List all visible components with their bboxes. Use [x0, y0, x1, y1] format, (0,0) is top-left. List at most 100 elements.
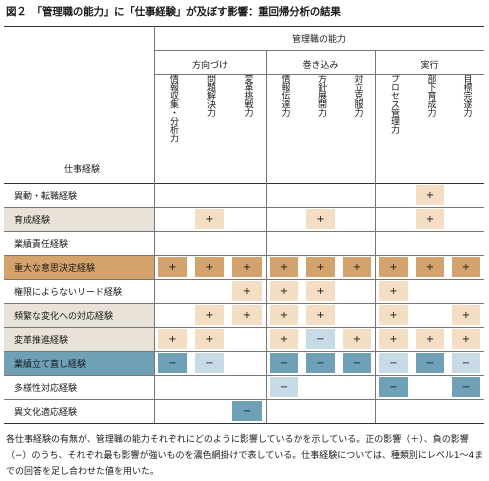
row-label-cell	[4, 303, 154, 327]
value-cell: +	[379, 305, 408, 325]
value-cell	[270, 209, 298, 229]
grid-line	[4, 279, 484, 280]
group-involvement: 巻き込み	[302, 61, 339, 71]
value-cell: +	[232, 257, 262, 277]
grid-line	[154, 74, 484, 75]
value-cell: +	[195, 329, 224, 349]
value-cell: −	[452, 377, 480, 397]
column-label: 情報伝達力	[279, 74, 290, 117]
value-cell	[379, 233, 408, 253]
value-cell	[416, 281, 444, 301]
value-cell	[343, 185, 371, 205]
row-label: 頻繁な変化への対応経験	[14, 311, 114, 322]
value-cell: −	[416, 353, 444, 373]
value-cell: +	[270, 281, 298, 301]
value-cell	[343, 209, 371, 229]
column-label: プロセス管理力	[389, 74, 399, 134]
grid-line	[4, 327, 484, 328]
value-cell: +	[343, 257, 371, 277]
value-cell: +	[452, 329, 480, 349]
row-label: 変革推進経験	[14, 335, 69, 346]
value-cell: −	[232, 401, 262, 421]
row-label: 重大な意思決定経験	[14, 263, 96, 274]
value-cell	[452, 401, 480, 421]
value-cell	[232, 209, 262, 229]
value-cell	[158, 281, 187, 301]
value-cell: +	[158, 257, 187, 277]
value-cell: +	[416, 257, 444, 277]
value-cell	[158, 209, 187, 229]
value-cell: +	[306, 305, 335, 325]
value-cell: −	[343, 353, 371, 373]
table-bottom-border	[4, 423, 484, 424]
value-cell: −	[158, 353, 187, 373]
value-cell	[343, 401, 371, 421]
value-cell	[195, 377, 224, 397]
value-cell: +	[270, 305, 298, 325]
column-label: 目標完遂力	[461, 74, 472, 117]
value-cell: +	[306, 281, 335, 301]
value-cell: −	[195, 353, 224, 373]
column-label: 変革挑戦力	[242, 74, 253, 117]
results-table: 管理職の能力 方向づけ 巻き込み 実行 情報収集・分析力 問題解決力 変革挑戦力 情報…	[4, 26, 484, 424]
value-cell	[343, 377, 371, 397]
value-cell	[452, 233, 480, 253]
row-label-cell	[4, 375, 154, 399]
value-cell	[158, 185, 187, 205]
value-cell	[232, 329, 262, 349]
value-cell	[306, 185, 335, 205]
value-cell	[195, 185, 224, 205]
value-cell	[379, 185, 408, 205]
grid-line	[4, 399, 484, 400]
group-execution: 実行	[420, 61, 439, 71]
value-cell	[416, 233, 444, 253]
value-cell	[232, 377, 262, 397]
value-cell	[343, 281, 371, 301]
row-label: 異動・転職経験	[14, 191, 78, 202]
value-cell: +	[195, 209, 224, 229]
grid-line	[4, 351, 484, 352]
row-label: 異文化適応経験	[14, 407, 78, 418]
column-label: 方針展開力	[316, 74, 326, 117]
value-cell: +	[452, 257, 480, 277]
value-cell: +	[158, 329, 187, 349]
value-cell	[270, 233, 298, 253]
value-cell	[452, 209, 480, 229]
value-cell	[270, 401, 298, 421]
value-cell: +	[416, 185, 444, 205]
value-cell: +	[306, 209, 335, 229]
table-top-border	[4, 26, 484, 27]
value-cell: +	[195, 257, 224, 277]
value-cell: +	[306, 257, 335, 277]
value-cell	[195, 401, 224, 421]
grid-line	[4, 255, 484, 256]
value-cell	[416, 377, 444, 397]
grid-line	[375, 50, 376, 423]
value-cell: −	[452, 353, 480, 373]
value-cell	[343, 305, 371, 325]
row-label-cell	[4, 255, 154, 279]
header-left-area	[4, 26, 154, 183]
value-cell	[158, 305, 187, 325]
value-cell	[416, 305, 444, 325]
grid-line	[154, 50, 484, 51]
column-label: 対立克服力	[352, 74, 363, 117]
value-cell: +	[232, 281, 262, 301]
value-cell: +	[416, 209, 444, 229]
column-label: 部下育成力	[425, 74, 436, 117]
row-label-cell	[4, 351, 154, 375]
value-cell	[158, 377, 187, 397]
value-cell: +	[379, 257, 408, 277]
value-cell: +	[343, 329, 371, 349]
value-cell	[270, 185, 298, 205]
value-cell	[232, 233, 262, 253]
value-cell	[232, 353, 262, 373]
grid-line	[4, 375, 484, 376]
row-label-cell	[4, 183, 154, 207]
row-label: 育成経験	[14, 215, 51, 226]
value-cell	[452, 281, 480, 301]
value-cell	[195, 281, 224, 301]
group-direction: 方向づけ	[191, 61, 228, 71]
value-cell: −	[379, 353, 408, 373]
row-label-cell	[4, 327, 154, 351]
